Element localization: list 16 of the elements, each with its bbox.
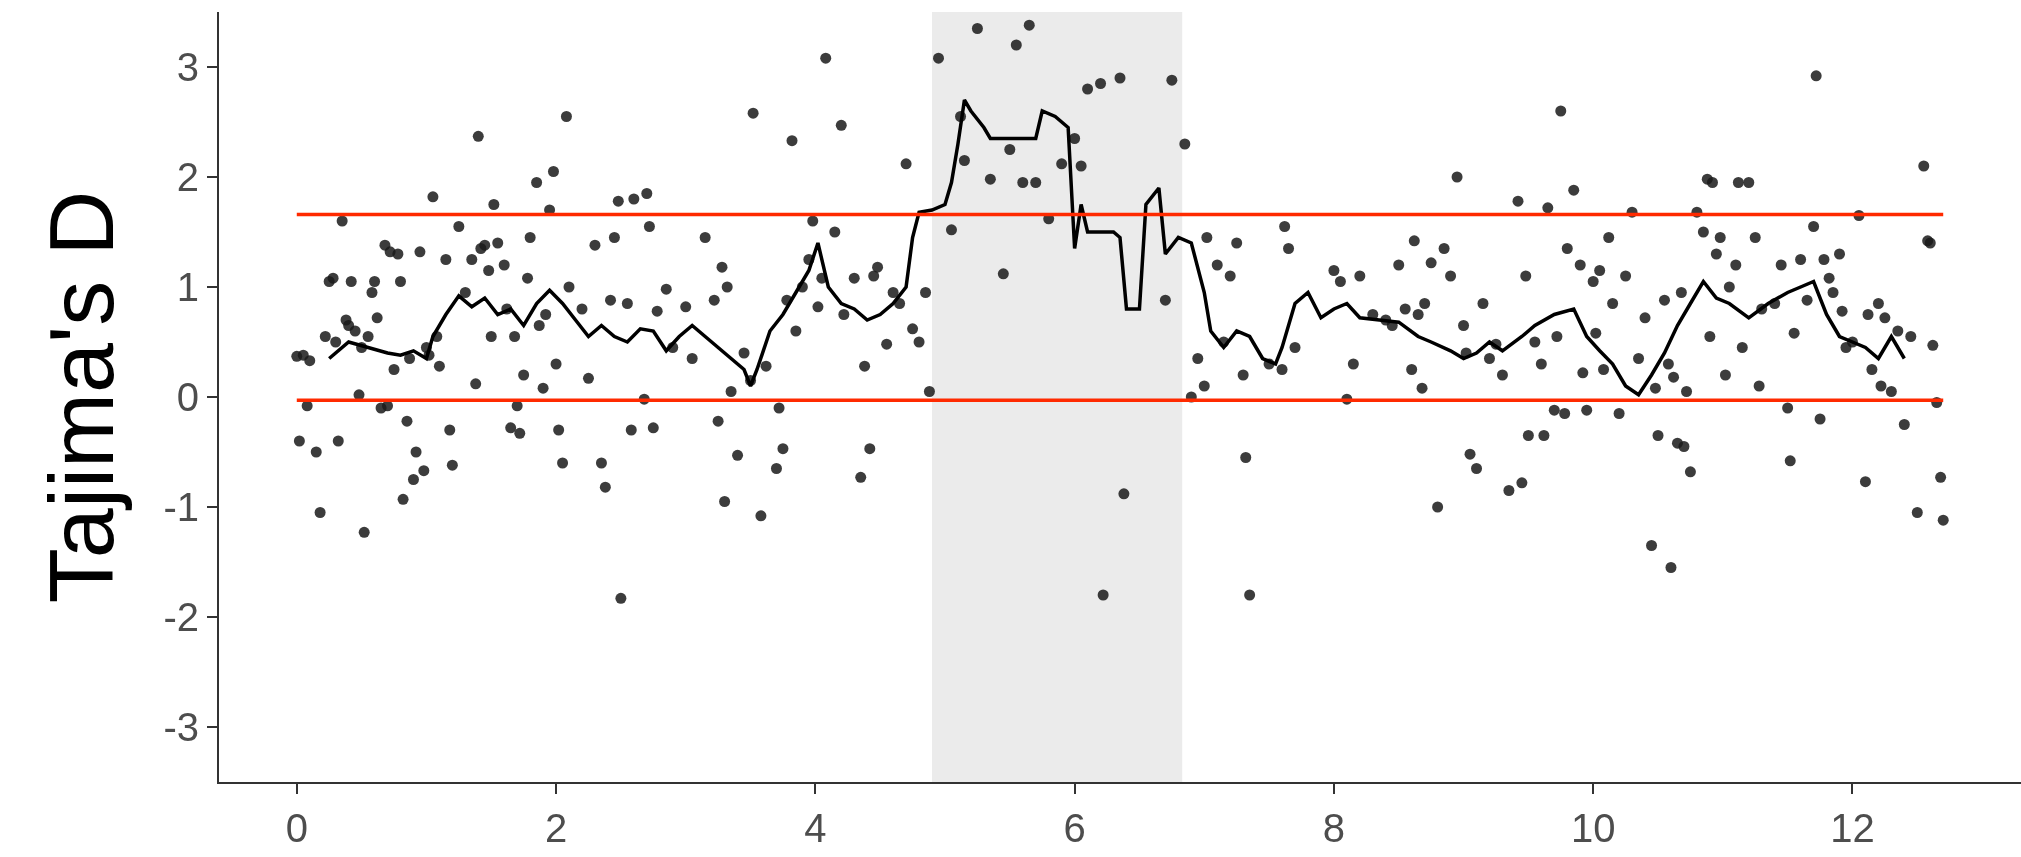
y-tick-label: 0 [176,375,199,419]
y-axis-title: Tajima's D [31,190,132,604]
y-tick-label: -1 [163,485,199,529]
x-tick-label: 2 [544,806,568,850]
x-tick-label: 0 [285,806,308,850]
y-tick-label: -2 [163,595,199,639]
x-tick-label: 4 [804,806,827,850]
x-tick-label: 8 [1322,806,1346,850]
y-tick-label: 1 [176,265,199,309]
y-tick-label: 3 [176,45,199,89]
line-series [327,98,1907,397]
x-tick-label: 12 [1830,806,1875,850]
y-tick-label: 2 [176,155,199,199]
x-tick-label: 10 [1570,806,1616,850]
x-tick-label: 6 [1063,806,1086,850]
y-tick-label: -3 [163,705,199,749]
